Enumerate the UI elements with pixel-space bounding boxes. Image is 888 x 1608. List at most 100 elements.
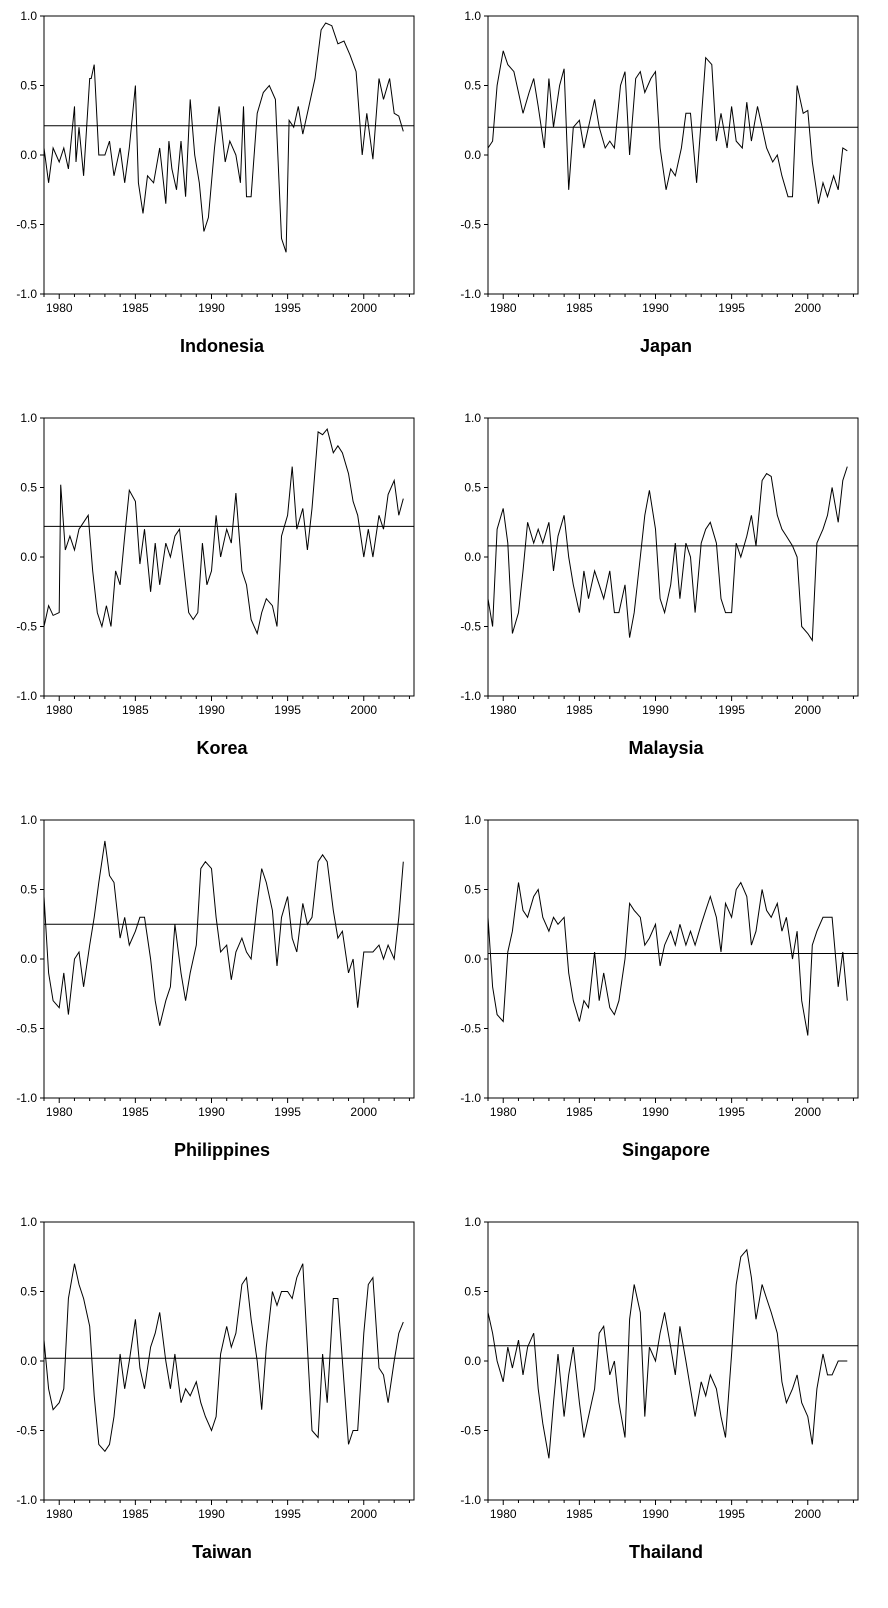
x-tick-label: 2000 — [794, 301, 821, 315]
x-tick-label: 1995 — [274, 1105, 301, 1119]
x-tick-label: 1980 — [490, 703, 517, 717]
line-chart: -1.0 -0.5 0.0 0.5 1.0 1980 1985 1990 1995 2000 — [16, 813, 415, 1119]
x-tick-label: 1995 — [274, 301, 301, 315]
y-tick-label: 0.5 — [20, 79, 37, 93]
chart-panel-taiwan: -1.0 -0.5 0.0 0.5 1.0 1980 1985 1990 1995 2000 Tai… — [0, 1208, 444, 1608]
x-tick-label: 1990 — [198, 1507, 225, 1521]
y-tick-label: -0.5 — [16, 1424, 37, 1438]
chart-title: Singapore — [621, 1140, 710, 1160]
x-tick-label: 1980 — [490, 1507, 517, 1521]
chart-title: Thailand — [628, 1542, 703, 1562]
y-tick-label: 0.5 — [20, 481, 37, 495]
x-tick-label: 1995 — [718, 1105, 745, 1119]
chart-panel-thailand: -1.0 -0.5 0.0 0.5 1.0 1980 1985 1990 1995 2000 Tha… — [444, 1208, 888, 1608]
x-tick-label: 1980 — [46, 301, 73, 315]
line-chart: -1.0 -0.5 0.0 0.5 1.0 1980 1985 1990 1995 2000 — [460, 1215, 859, 1521]
series-line — [487, 1248, 848, 1459]
x-tick-label: 2000 — [350, 301, 377, 315]
chart-title: Philippines — [173, 1140, 270, 1160]
chart-title: Korea — [196, 738, 248, 758]
chart-panel-malaysia: -1.0 -0.5 0.0 0.5 1.0 1980 1985 1990 1995 2000 Mal… — [444, 404, 888, 804]
y-tick-label: -1.0 — [460, 287, 481, 301]
x-tick-label: 1990 — [642, 1105, 669, 1119]
y-tick-label: -1.0 — [16, 689, 37, 703]
y-tick-label: -1.0 — [460, 1091, 481, 1105]
x-tick-label: 1995 — [274, 703, 301, 717]
series-line — [487, 50, 848, 204]
x-tick-label: 2000 — [350, 1105, 377, 1119]
x-tick-label: 1980 — [46, 1105, 73, 1119]
chart-title: Taiwan — [192, 1542, 252, 1562]
x-tick-label: 1985 — [566, 703, 593, 717]
x-tick-label: 2000 — [350, 1507, 377, 1521]
y-tick-label: 0.0 — [464, 550, 481, 564]
y-tick-label: 0.5 — [464, 883, 481, 897]
plot-frame — [43, 417, 415, 697]
y-tick-label: -1.0 — [16, 1091, 37, 1105]
x-tick-label: 1990 — [642, 1507, 669, 1521]
x-tick-label: 2000 — [350, 703, 377, 717]
y-tick-label: 0.0 — [20, 550, 37, 564]
series-line — [43, 22, 404, 253]
y-tick-label: 0.5 — [464, 79, 481, 93]
y-tick-label: 1.0 — [464, 411, 481, 425]
y-tick-label: -1.0 — [16, 1493, 37, 1507]
chart-title: Japan — [639, 336, 693, 356]
y-tick-label: 1.0 — [464, 813, 481, 827]
line-chart: -1.0 -0.5 0.0 0.5 1.0 1980 1985 1990 1995 2000 — [16, 411, 415, 717]
y-tick-label: -0.5 — [460, 1022, 481, 1036]
y-tick-label: -0.5 — [460, 1424, 481, 1438]
line-chart: -1.0 -0.5 0.0 0.5 1.0 1980 1985 1990 1995 2000 — [460, 9, 859, 315]
x-tick-label: 1985 — [122, 703, 149, 717]
y-tick-label: -1.0 — [16, 287, 37, 301]
y-tick-label: 0.0 — [20, 1354, 37, 1368]
plot-frame — [43, 1221, 415, 1501]
x-tick-label: 2000 — [794, 1105, 821, 1119]
x-tick-label: 1985 — [566, 1105, 593, 1119]
x-tick-label: 1990 — [198, 703, 225, 717]
x-tick-label: 1990 — [198, 1105, 225, 1119]
chart-panel-singapore: -1.0 -0.5 0.0 0.5 1.0 1980 1985 1990 1995 2000 Sin… — [444, 806, 888, 1206]
chart-title: Malaysia — [628, 738, 704, 758]
x-tick-label: 1985 — [122, 301, 149, 315]
x-tick-label: 1990 — [642, 301, 669, 315]
y-tick-label: -0.5 — [460, 620, 481, 634]
line-chart: -1.0 -0.5 0.0 0.5 1.0 1980 1985 1990 1995 2000 — [16, 1215, 415, 1521]
y-tick-label: 1.0 — [464, 9, 481, 23]
y-tick-label: -0.5 — [16, 1022, 37, 1036]
series-line — [487, 466, 848, 642]
plot-frame — [487, 15, 859, 295]
x-tick-label: 1985 — [566, 1507, 593, 1521]
y-tick-label: 1.0 — [464, 1215, 481, 1229]
x-tick-label: 2000 — [794, 703, 821, 717]
x-tick-label: 1980 — [490, 1105, 517, 1119]
y-tick-label: 0.0 — [464, 1354, 481, 1368]
chart-panel-korea: -1.0 -0.5 0.0 0.5 1.0 1980 1985 1990 1995 2000 Kor… — [0, 404, 444, 804]
chart-panel-japan: -1.0 -0.5 0.0 0.5 1.0 1980 1985 1990 1995 2000 Jap… — [444, 2, 888, 402]
y-tick-label: 0.5 — [464, 1285, 481, 1299]
y-tick-label: 0.5 — [20, 883, 37, 897]
x-tick-label: 1985 — [122, 1105, 149, 1119]
series-line — [43, 840, 404, 1026]
y-tick-label: -0.5 — [460, 218, 481, 232]
plot-frame — [487, 417, 859, 697]
y-tick-label: 0.0 — [20, 148, 37, 162]
x-tick-label: 1980 — [46, 703, 73, 717]
series-line — [43, 428, 404, 636]
plot-frame — [487, 819, 859, 1099]
x-tick-label: 1985 — [122, 1507, 149, 1521]
chart-grid: -1.0 -0.5 0.0 0.5 1.0 1980 1985 1990 1995 2000 Ind… — [0, 2, 888, 1562]
y-tick-label: 0.5 — [464, 481, 481, 495]
y-tick-label: 1.0 — [20, 1215, 37, 1229]
y-tick-label: -0.5 — [16, 218, 37, 232]
line-chart: -1.0 -0.5 0.0 0.5 1.0 1980 1985 1990 1995 2000 — [460, 411, 859, 717]
y-tick-label: -1.0 — [460, 1493, 481, 1507]
line-chart: -1.0 -0.5 0.0 0.5 1.0 1980 1985 1990 1995 2000 — [16, 9, 415, 315]
series-line — [43, 1263, 404, 1453]
y-tick-label: 0.0 — [464, 148, 481, 162]
x-tick-label: 1995 — [718, 301, 745, 315]
y-tick-label: 0.5 — [20, 1285, 37, 1299]
y-tick-label: -1.0 — [460, 689, 481, 703]
y-tick-label: 0.0 — [20, 952, 37, 966]
x-tick-label: 1990 — [198, 301, 225, 315]
